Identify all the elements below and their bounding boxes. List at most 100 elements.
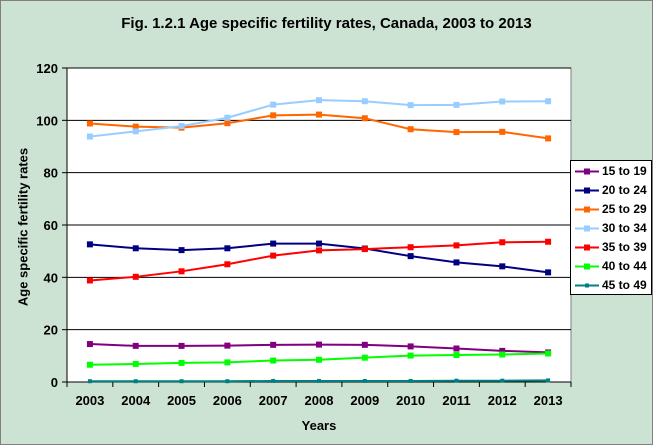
data-point-40-to-44 (132, 360, 139, 367)
data-point-35-to-39 (453, 242, 460, 249)
data-point-35-to-39 (545, 238, 552, 245)
data-point-35-to-39 (86, 277, 93, 284)
y-tick-label: 100 (36, 113, 58, 128)
data-point-35-to-39 (270, 252, 277, 259)
legend-swatch (575, 263, 599, 270)
data-point-40-to-44 (270, 357, 277, 364)
data-point-15-to-19 (224, 342, 231, 349)
legend-swatch-marker (584, 225, 590, 232)
data-point-25-to-29 (545, 135, 552, 142)
data-point-25-to-29 (86, 120, 93, 127)
data-point-35-to-39 (407, 244, 414, 251)
data-point-45-to-49 (87, 379, 92, 384)
data-point-35-to-39 (316, 247, 322, 254)
legend-swatch (575, 168, 599, 175)
data-point-40-to-44 (224, 359, 231, 366)
legend-label: 35 to 39 (602, 240, 647, 254)
legend-swatch-marker (584, 244, 590, 251)
data-point-20-to-24 (86, 241, 93, 248)
x-tick-label: 2007 (259, 393, 288, 408)
legend-swatch-marker (584, 187, 590, 194)
data-point-20-to-24 (407, 253, 414, 260)
legend-item: 40 to 44 (571, 257, 653, 276)
data-point-40-to-44 (407, 352, 414, 359)
data-point-20-to-24 (499, 263, 506, 270)
data-point-30-to-34 (270, 101, 277, 108)
legend-item: 35 to 39 (571, 238, 653, 257)
data-point-45-to-49 (362, 378, 367, 383)
data-point-15-to-19 (132, 342, 139, 349)
data-point-25-to-29 (499, 128, 506, 135)
data-point-25-to-29 (224, 120, 231, 127)
legend-swatch-marker (584, 206, 590, 213)
data-point-20-to-24 (453, 259, 460, 266)
data-point-25-to-29 (361, 115, 368, 122)
data-point-35-to-39 (499, 239, 506, 246)
legend-item: 30 to 34 (571, 219, 653, 238)
data-point-20-to-24 (316, 240, 322, 247)
legend: 15 to 19 20 to 24 25 to 29 30 to 34 35 to 39… (570, 160, 652, 295)
data-point-45-to-49 (225, 379, 230, 384)
data-point-20-to-24 (178, 247, 185, 254)
data-point-30-to-34 (224, 114, 231, 121)
x-tick-label: 2010 (396, 393, 425, 408)
data-point-40-to-44 (545, 350, 552, 357)
legend-swatch (575, 187, 599, 194)
legend-swatch-marker (584, 263, 590, 270)
data-point-25-to-29 (453, 129, 460, 136)
data-point-35-to-39 (361, 246, 368, 253)
legend-label: 25 to 29 (602, 202, 647, 216)
x-tick-label: 2013 (534, 393, 563, 408)
x-tick-label: 2011 (442, 393, 470, 408)
y-tick-label: 120 (36, 61, 58, 76)
data-point-45-to-49 (179, 379, 184, 384)
data-point-30-to-34 (545, 98, 552, 105)
legend-label: 45 to 49 (602, 278, 647, 292)
x-tick-label: 2008 (305, 393, 334, 408)
x-tick-label: 2006 (213, 393, 242, 408)
data-point-30-to-34 (132, 128, 139, 135)
y-tick-label: 20 (44, 323, 58, 338)
data-point-15-to-19 (453, 345, 460, 352)
data-point-20-to-24 (545, 269, 552, 276)
legend-label: 15 to 19 (602, 164, 647, 178)
data-point-35-to-39 (178, 268, 185, 275)
legend-item: 25 to 29 (571, 200, 653, 219)
y-tick-label: 80 (44, 166, 58, 181)
y-axis-title: Age specific fertility rates (15, 147, 31, 307)
legend-swatch (575, 283, 599, 288)
data-point-40-to-44 (499, 351, 506, 358)
data-point-25-to-29 (316, 111, 322, 118)
data-point-20-to-24 (270, 240, 277, 247)
legend-swatch (575, 206, 599, 213)
data-point-30-to-34 (361, 98, 368, 105)
data-point-45-to-49 (454, 378, 459, 383)
data-point-15-to-19 (316, 341, 322, 348)
data-point-45-to-49 (408, 378, 413, 383)
data-point-40-to-44 (178, 359, 185, 366)
y-tick-label: 0 (51, 375, 58, 390)
data-point-35-to-39 (132, 273, 139, 280)
data-point-40-to-44 (86, 361, 93, 368)
data-point-25-to-29 (270, 112, 277, 119)
legend-item: 45 to 49 (571, 276, 653, 295)
legend-item: 20 to 24 (571, 181, 653, 200)
x-tick-label: 2004 (121, 393, 151, 408)
chart-title: Fig. 1.2.1 Age specific fertility rates,… (121, 15, 532, 32)
legend-swatch (575, 244, 599, 251)
legend-swatch-marker (585, 283, 589, 288)
data-point-30-to-34 (316, 97, 322, 104)
x-tick-label: 2005 (167, 393, 196, 408)
data-point-15-to-19 (86, 341, 93, 348)
data-point-30-to-34 (178, 123, 185, 130)
data-point-45-to-49 (133, 379, 138, 384)
legend-swatch-marker (584, 168, 590, 175)
y-tick-label: 40 (44, 270, 58, 285)
data-point-40-to-44 (453, 352, 460, 359)
data-point-40-to-44 (361, 354, 368, 361)
x-tick-label: 2003 (75, 393, 104, 408)
x-tick-label: 2009 (350, 393, 379, 408)
data-point-15-to-19 (361, 341, 368, 348)
